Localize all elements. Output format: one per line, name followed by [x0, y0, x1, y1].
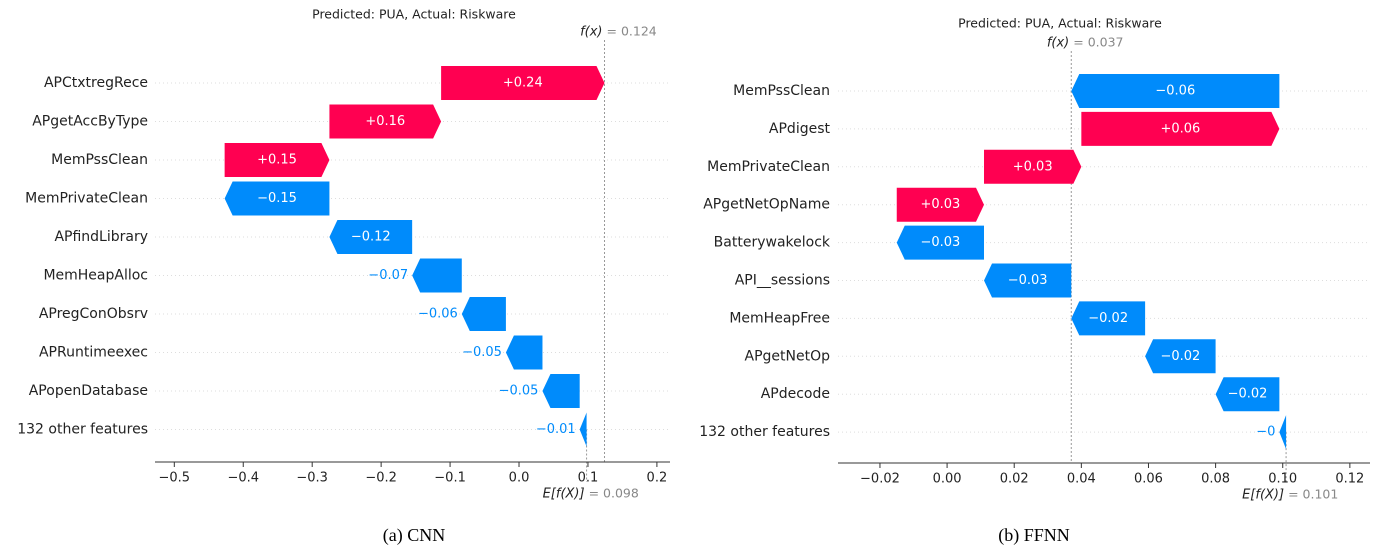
value-label: +0.03: [1013, 159, 1053, 174]
feature-label: APgetNetOpName: [703, 197, 830, 213]
bar: [896, 225, 985, 260]
x-tick-label: 0.10: [1268, 472, 1297, 487]
value-label: −0.03: [920, 235, 960, 250]
value-label: −0.15: [257, 191, 297, 206]
value-label: −0: [1256, 425, 1275, 440]
value-label: −0.03: [1008, 273, 1048, 288]
feature-label: APdigest: [769, 121, 831, 137]
fx-value: = 0.124: [607, 24, 657, 39]
feature-label: Batterywakelock: [714, 235, 831, 251]
value-label: −0.01: [536, 422, 576, 437]
x-tick-label: 0.04: [1067, 472, 1096, 487]
value-label: +0.03: [920, 197, 960, 212]
x-tick-label: 0.2: [647, 471, 668, 486]
x-tick-label: 0.00: [933, 472, 962, 487]
value-label: −0.06: [1155, 84, 1195, 99]
feature-label: MemPssClean: [51, 152, 148, 168]
x-tick-label: 0.02: [1000, 472, 1029, 487]
feature-label: API__sessions: [735, 273, 830, 289]
bar: [579, 412, 587, 447]
bar: [505, 335, 543, 370]
fx-label: f(x): [1047, 36, 1069, 51]
x-tick-label: 0.1: [578, 471, 599, 486]
x-tick-label: −0.5: [159, 471, 191, 486]
bar: [896, 187, 985, 222]
caption: (a) CNN: [383, 525, 445, 546]
bar: [1145, 339, 1216, 374]
value-label: −0.05: [499, 384, 539, 399]
feature-label: MemPrivateClean: [25, 191, 148, 207]
base-label: E[f(X)]: [1242, 488, 1284, 503]
value-label: −0.07: [368, 268, 408, 283]
x-tick-label: −0.4: [227, 471, 259, 486]
feature-label: APgetNetOp: [745, 348, 831, 364]
x-tick-label: 0.0: [509, 471, 530, 486]
x-tick-label: −0.02: [860, 472, 900, 487]
base-value: = 0.101: [1288, 487, 1338, 502]
chart-title: Predicted: PUA, Actual: Riskware: [958, 16, 1162, 31]
bar: [461, 297, 506, 331]
value-label: −0.02: [1088, 311, 1128, 326]
bar: [1081, 111, 1280, 146]
x-tick-label: 0.08: [1201, 472, 1230, 487]
bar: [1071, 301, 1146, 336]
value-label: −0.02: [1160, 349, 1200, 364]
chart-title: Predicted: PUA, Actual: Riskware: [312, 7, 516, 22]
feature-label: MemPrivateClean: [707, 159, 830, 175]
bar: [329, 220, 413, 254]
x-tick-label: −0.3: [296, 471, 328, 486]
feature-label: MemHeapFree: [729, 310, 830, 326]
x-tick-label: 0.12: [1335, 472, 1364, 487]
bar: [1279, 415, 1287, 450]
base-label: E[f(X)]: [543, 487, 585, 502]
bar: [984, 149, 1082, 184]
caption: (b) FFNN: [998, 525, 1070, 546]
value-label: +0.15: [257, 153, 297, 168]
bar: [1215, 377, 1280, 412]
bar: [412, 258, 462, 293]
value-label: +0.24: [503, 76, 543, 91]
feature-label: APfindLibrary: [54, 229, 148, 245]
fx-label: f(x): [580, 25, 602, 40]
feature-label: APregConObsrv: [39, 306, 148, 322]
value-label: −0.05: [462, 345, 502, 360]
feature-label: APgetAccByType: [32, 114, 148, 130]
feature-label: 132 other features: [17, 422, 148, 438]
bar: [329, 104, 442, 139]
value-label: +0.06: [1160, 121, 1200, 136]
feature-label: APRuntimeexec: [39, 345, 148, 361]
bar: [542, 374, 580, 408]
feature-label: MemHeapAlloc: [43, 268, 148, 284]
value-label: −0.06: [418, 307, 458, 322]
feature-label: APdecode: [761, 386, 830, 402]
value-label: −0.12: [351, 230, 391, 245]
bar: [984, 263, 1072, 298]
feature-label: APCtxtregRece: [44, 75, 148, 91]
feature-label: 132 other features: [699, 424, 830, 440]
bar: [1071, 74, 1280, 108]
bar: [224, 143, 330, 177]
bar: [441, 66, 605, 100]
value-label: −0.02: [1228, 387, 1268, 402]
feature-label: MemPssClean: [733, 83, 830, 99]
feature-label: APopenDatabase: [29, 383, 148, 399]
bar: [224, 181, 330, 216]
x-tick-label: 0.06: [1134, 472, 1163, 487]
base-value: = 0.098: [589, 486, 639, 501]
x-tick-label: −0.1: [434, 471, 466, 486]
fx-value: = 0.037: [1073, 35, 1123, 50]
value-label: +0.16: [365, 114, 405, 129]
x-tick-label: −0.2: [365, 471, 397, 486]
